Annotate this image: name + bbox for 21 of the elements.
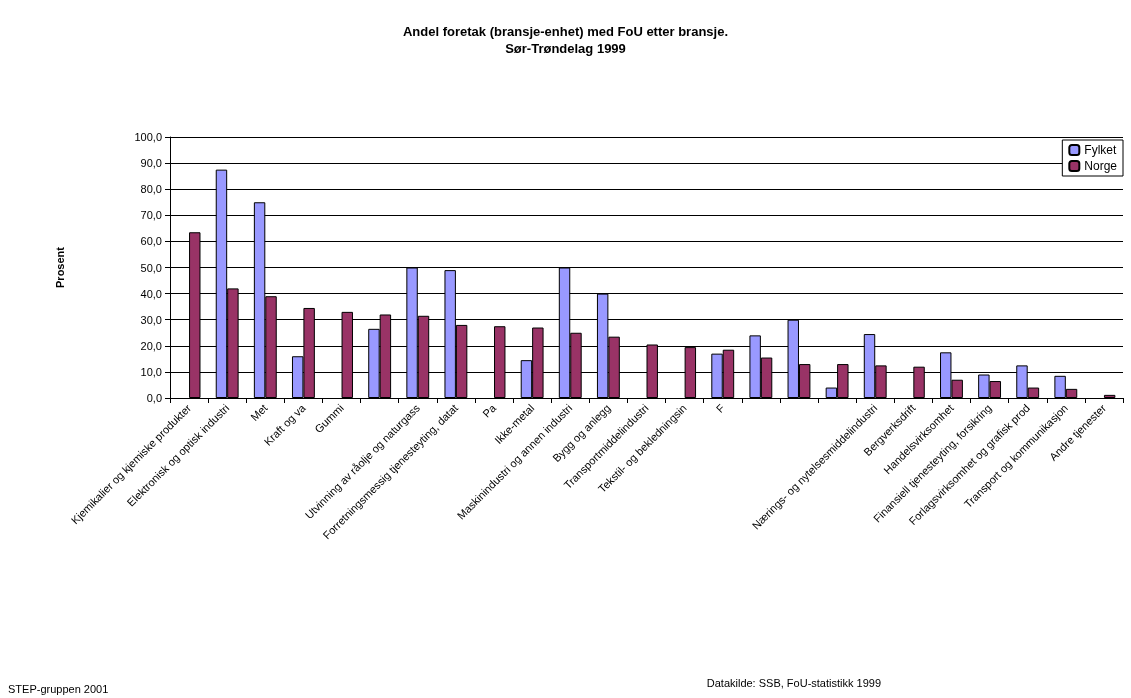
y-tick-label: 40,0 bbox=[140, 287, 162, 300]
y-tick-label: 100,0 bbox=[134, 131, 162, 143]
y-tick-label: 20,0 bbox=[140, 339, 162, 352]
chart-title: Andel foretak (bransje-enhet) med FoU etter bransje. Sør-Trøndelag 1999 bbox=[402, 24, 729, 56]
y-tick-label: 60,0 bbox=[140, 235, 162, 248]
y-tick-label: 80,0 bbox=[140, 183, 162, 196]
y-tick-label: 90,0 bbox=[140, 157, 162, 170]
text: STEP-gruppen 2001 bbox=[8, 682, 109, 695]
x-tick-label: F bbox=[713, 401, 728, 415]
y-tick-label: 70,0 bbox=[140, 209, 162, 222]
legend-label: Fylket bbox=[1084, 143, 1117, 157]
y-tick-label: 30,0 bbox=[140, 313, 162, 326]
y-tick-label: 0,0 bbox=[146, 392, 162, 404]
y-tick-label: 50,0 bbox=[140, 261, 162, 274]
bar bbox=[1103, 394, 1116, 398]
y-tick-label: 10,0 bbox=[140, 365, 162, 378]
text: Datakilde: SSB, FoU-statistikk 1999 bbox=[706, 676, 882, 689]
x-tick-label: Met bbox=[248, 401, 270, 424]
y-axis-title: Prosent bbox=[53, 246, 66, 288]
x-tick-label: Pa bbox=[480, 401, 499, 420]
legend-label: Norge bbox=[1084, 159, 1118, 173]
